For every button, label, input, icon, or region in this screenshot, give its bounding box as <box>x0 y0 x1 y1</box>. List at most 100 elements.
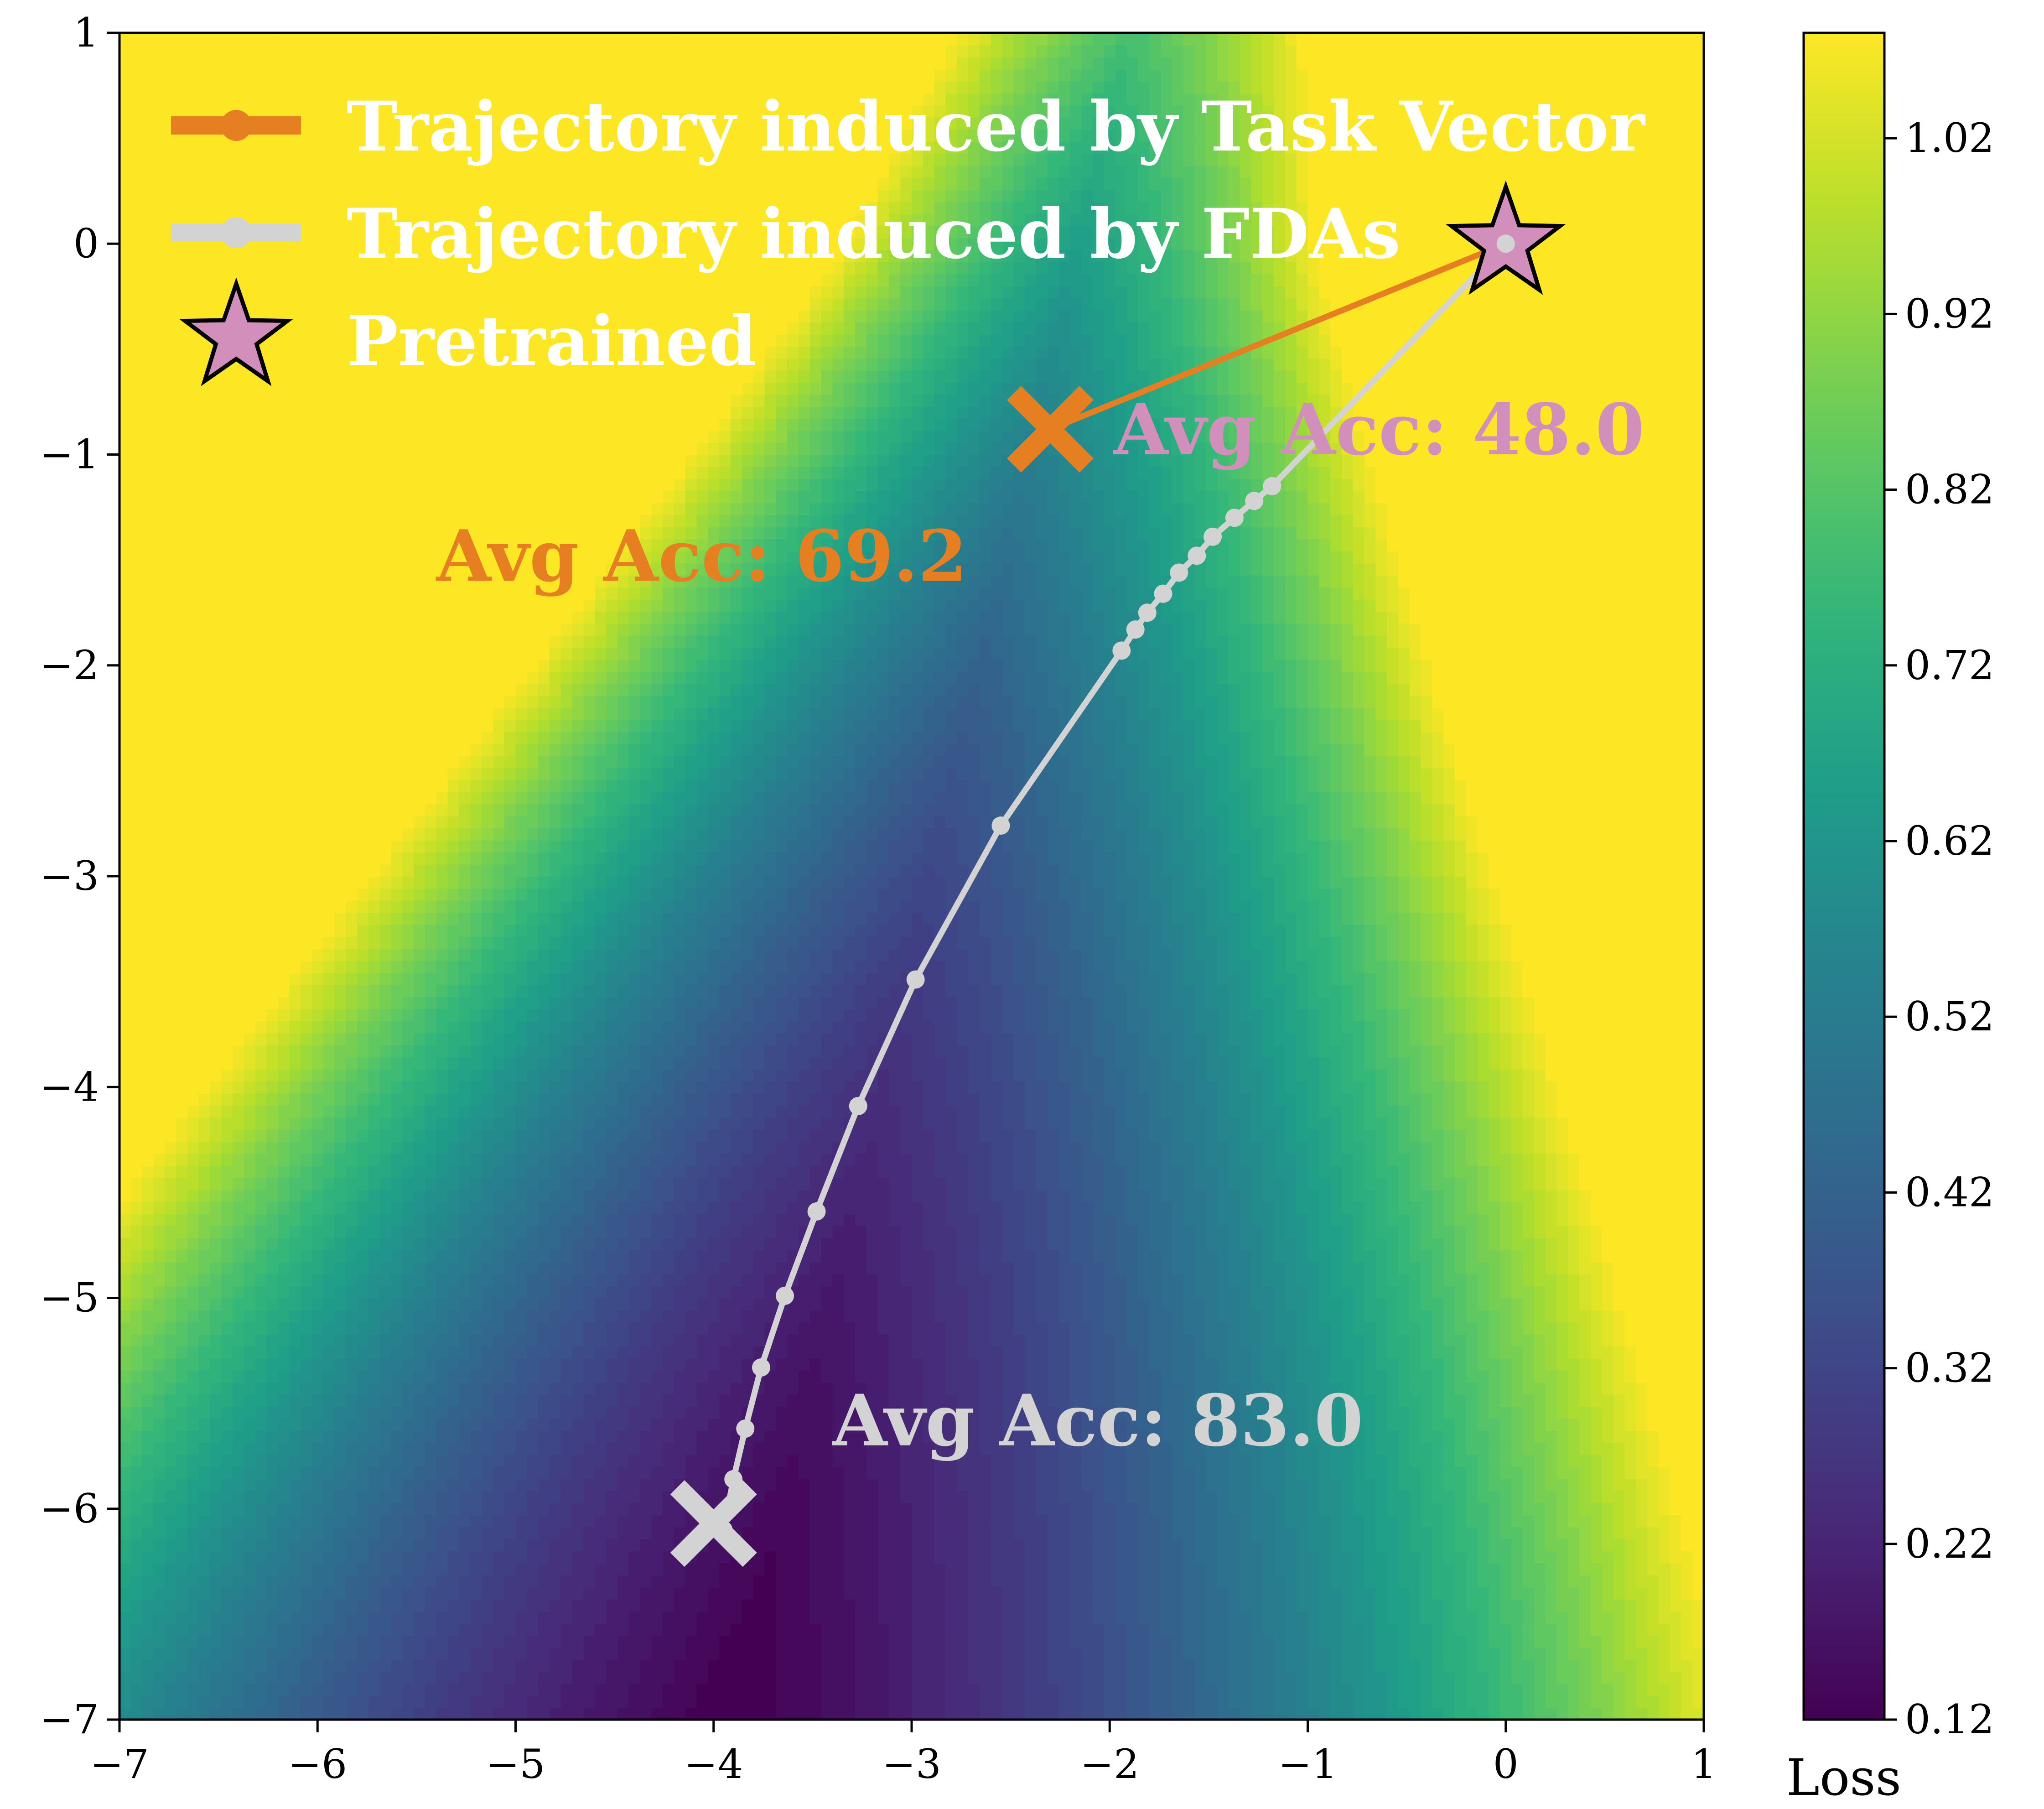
contour-cell <box>357 189 369 202</box>
contour-cell <box>142 876 154 889</box>
contour-cell <box>357 117 369 130</box>
contour-cell <box>266 454 279 467</box>
contour-cell <box>198 1587 211 1600</box>
contour-cell <box>459 177 471 190</box>
contour-cell <box>187 1551 199 1564</box>
contour-cell <box>515 1454 528 1467</box>
contour-cell <box>289 503 301 515</box>
contour-cell <box>255 1020 267 1034</box>
contour-cell <box>334 1491 347 1503</box>
contour-cell <box>334 1695 347 1708</box>
contour-cell <box>414 503 425 515</box>
contour-cell <box>459 1466 471 1479</box>
contour-cell <box>153 1346 166 1359</box>
contour-cell <box>244 948 256 961</box>
contour-cell <box>504 611 516 624</box>
contour-cell <box>425 1020 437 1034</box>
contour-cell <box>301 129 312 142</box>
contour-cell <box>301 936 312 949</box>
contour-cell <box>244 623 256 636</box>
contour-cell <box>130 1454 143 1467</box>
contour-cell <box>210 647 222 660</box>
contour-cell <box>153 792 166 805</box>
contour-cell <box>459 1599 471 1612</box>
contour-cell <box>165 1069 177 1082</box>
contour-cell <box>210 732 222 744</box>
contour-cell <box>255 804 267 816</box>
contour-cell <box>165 719 177 733</box>
contour-cell <box>459 1370 471 1383</box>
contour-cell <box>221 274 233 286</box>
contour-cell <box>187 1322 199 1335</box>
contour-cell <box>244 840 256 853</box>
contour-cell <box>311 780 324 793</box>
contour-cell <box>323 1575 335 1588</box>
contour-cell <box>153 1262 166 1274</box>
contour-cell <box>379 298 392 311</box>
contour-cell <box>334 274 347 286</box>
contour-cell <box>515 888 528 901</box>
contour-cell <box>414 165 425 178</box>
contour-cell <box>153 201 166 214</box>
contour-cell <box>470 876 482 889</box>
contour-cell <box>470 900 482 913</box>
contour-cell <box>130 189 143 202</box>
contour-cell <box>504 1671 516 1684</box>
contour-cell <box>153 394 166 407</box>
contour-cell <box>130 1647 143 1660</box>
contour-cell <box>311 1587 324 1600</box>
contour-cell <box>504 466 516 479</box>
contour-cell <box>368 1466 380 1479</box>
contour-cell <box>130 924 143 937</box>
contour-cell <box>221 707 233 720</box>
contour-cell <box>176 1430 188 1443</box>
contour-cell <box>244 1370 256 1383</box>
contour-cell <box>323 141 335 154</box>
contour-cell <box>233 1527 244 1539</box>
contour-cell <box>198 623 211 636</box>
contour-cell <box>447 1310 460 1323</box>
contour-cell <box>357 707 369 720</box>
contour-cell <box>425 1466 437 1479</box>
contour-cell <box>414 1165 425 1178</box>
contour-cell <box>447 442 460 455</box>
contour-cell <box>311 840 324 853</box>
contour-cell <box>210 912 222 925</box>
contour-cell <box>301 334 312 347</box>
contour-cell <box>244 1189 256 1202</box>
contour-cell <box>368 1683 380 1696</box>
contour-cell <box>357 551 369 564</box>
contour-cell <box>198 33 211 46</box>
contour-cell <box>187 1201 199 1214</box>
contour-cell <box>368 33 380 46</box>
contour-cell <box>165 298 177 311</box>
contour-cell <box>334 780 347 793</box>
contour-cell <box>289 1213 301 1227</box>
contour-cell <box>130 768 143 780</box>
contour-cell <box>176 840 188 853</box>
contour-cell <box>198 261 211 275</box>
contour-cell <box>482 852 493 865</box>
contour-cell <box>482 816 493 829</box>
contour-cell <box>368 1370 380 1383</box>
contour-cell <box>255 623 267 636</box>
contour-cell <box>470 1310 482 1323</box>
contour-cell <box>255 33 267 46</box>
contour-cell <box>379 1382 392 1395</box>
contour-cell <box>301 623 312 636</box>
contour-cell <box>323 310 335 322</box>
contour-cell <box>414 780 425 793</box>
contour-cell <box>187 1514 199 1528</box>
contour-cell <box>346 1370 358 1383</box>
contour-cell <box>176 1310 188 1323</box>
contour-cell <box>391 1611 403 1624</box>
contour-cell <box>278 563 290 576</box>
contour-cell <box>459 635 471 648</box>
contour-cell <box>278 406 290 419</box>
contour-cell <box>221 1527 233 1539</box>
contour-cell <box>301 912 312 925</box>
contour-cell <box>414 924 425 937</box>
contour-cell <box>402 33 415 46</box>
contour-cell <box>459 1057 471 1070</box>
contour-cell <box>210 924 222 937</box>
